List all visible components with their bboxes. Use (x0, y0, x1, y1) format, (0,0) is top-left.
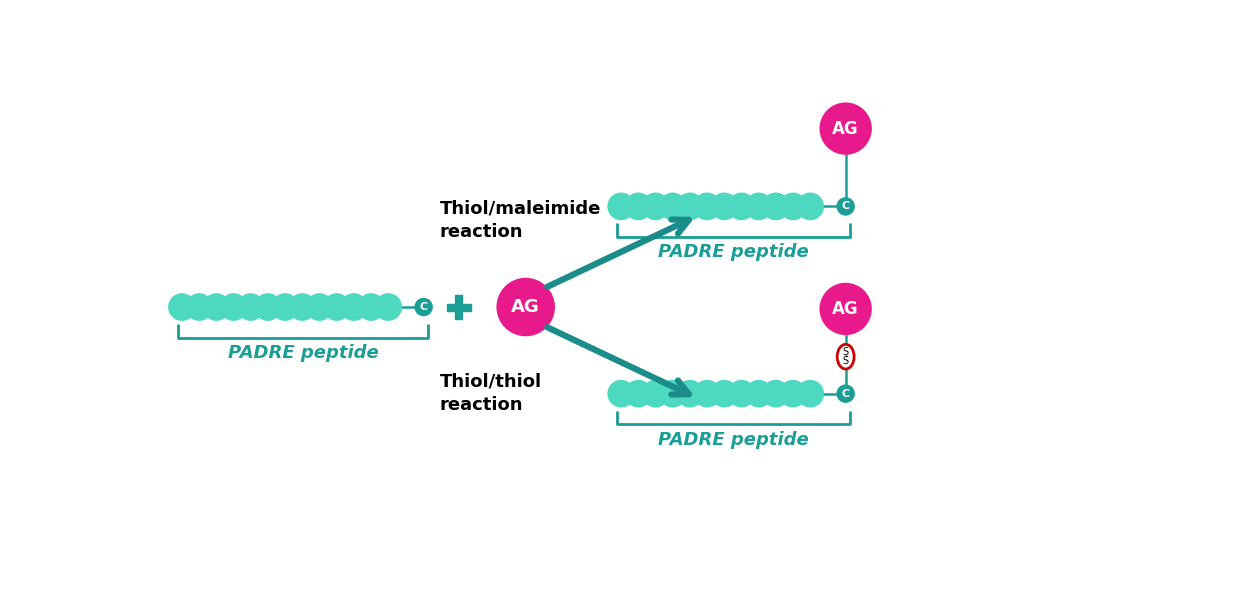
Circle shape (763, 380, 790, 407)
Circle shape (676, 193, 704, 220)
Circle shape (728, 193, 755, 220)
Circle shape (693, 380, 720, 407)
Circle shape (641, 380, 670, 407)
Bar (446, 303, 471, 311)
Text: AG: AG (832, 300, 859, 318)
Circle shape (641, 193, 670, 220)
Text: C: C (842, 389, 849, 399)
Circle shape (305, 293, 334, 321)
Circle shape (763, 193, 790, 220)
Circle shape (676, 380, 704, 407)
Circle shape (796, 193, 825, 220)
Circle shape (796, 380, 825, 407)
Circle shape (820, 102, 872, 155)
Ellipse shape (837, 344, 854, 369)
Circle shape (625, 193, 652, 220)
Circle shape (608, 380, 635, 407)
Circle shape (374, 293, 402, 321)
Circle shape (779, 380, 807, 407)
Text: AG: AG (511, 298, 541, 316)
Circle shape (837, 197, 854, 216)
Circle shape (496, 278, 556, 336)
Circle shape (745, 380, 773, 407)
Circle shape (219, 293, 248, 321)
Text: S: S (843, 356, 848, 366)
Circle shape (820, 283, 872, 335)
Text: Thiol/thiol
reaction: Thiol/thiol reaction (440, 373, 542, 415)
Circle shape (289, 293, 316, 321)
Bar (455, 295, 463, 319)
Circle shape (272, 293, 299, 321)
Circle shape (625, 380, 652, 407)
Circle shape (414, 298, 433, 316)
Circle shape (745, 193, 773, 220)
Circle shape (728, 380, 755, 407)
Text: C: C (419, 302, 428, 312)
Text: PADRE peptide: PADRE peptide (658, 430, 808, 449)
Text: PADRE peptide: PADRE peptide (228, 344, 378, 362)
Circle shape (608, 193, 635, 220)
Circle shape (202, 293, 231, 321)
Circle shape (693, 193, 720, 220)
Circle shape (711, 380, 738, 407)
Circle shape (779, 193, 807, 220)
Text: Thiol/maleimide
reaction: Thiol/maleimide reaction (440, 199, 601, 241)
Circle shape (658, 380, 687, 407)
Circle shape (658, 193, 687, 220)
Circle shape (711, 193, 738, 220)
Text: PADRE peptide: PADRE peptide (658, 243, 808, 261)
Text: AG: AG (832, 120, 859, 137)
Text: S: S (843, 347, 848, 357)
Circle shape (169, 293, 196, 321)
Circle shape (185, 293, 213, 321)
Circle shape (357, 293, 384, 321)
Circle shape (322, 293, 351, 321)
Circle shape (837, 384, 854, 403)
Text: C: C (842, 201, 849, 212)
Circle shape (237, 293, 264, 321)
Circle shape (254, 293, 281, 321)
Circle shape (340, 293, 368, 321)
